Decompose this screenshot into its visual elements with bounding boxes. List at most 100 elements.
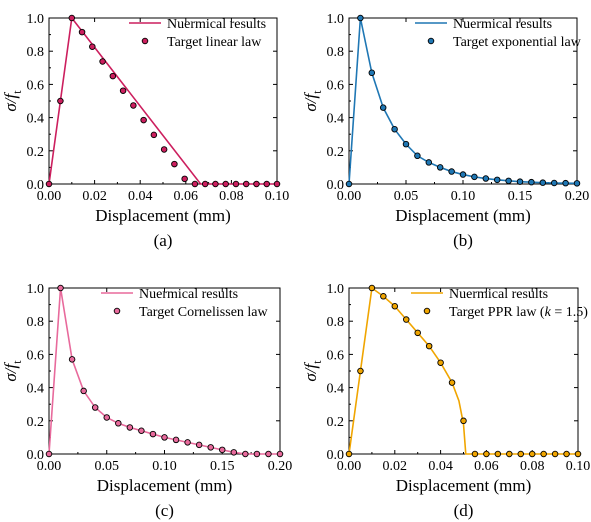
x-tick-label: 0.05 [394,189,419,204]
data-point [494,450,502,458]
data-point [368,284,376,292]
data-point [345,450,353,458]
chart-panel-0: 0.00 0.02 0.04 0.06 0.08 0.10 0.0 0.2 0.4 0.6 0.8 1… [1,12,289,250]
data-point [207,444,214,451]
data-point [181,175,188,183]
y-axis-label: σ/ft [301,360,324,382]
y-tick-label: 1.0 [27,12,45,27]
legend-label: Target linear law [167,35,262,50]
data-point [493,176,501,184]
data-point [149,430,157,438]
data-point [201,180,209,188]
x-tick-label: 0.10 [152,459,177,474]
x-tick-label: 0.00 [37,459,62,474]
x-tick-label: 0.06 [474,459,499,474]
y-tick-label: 0.0 [27,448,45,463]
data-point [391,303,399,310]
data-point [161,434,168,441]
panel-label: (b) [453,231,473,250]
x-axis-label: Displacement (mm) [395,206,531,225]
y-tick-label: 0.0 [27,178,45,193]
x-tick-label: 0.15 [508,189,533,204]
legend-label: Nuermical results [167,17,266,32]
data-point [222,180,229,188]
data-point [230,449,238,456]
data-point [138,427,145,435]
y-tick-label: 0.4 [27,382,45,397]
y-tick-label: 0.4 [27,112,45,127]
data-point [379,104,387,111]
y-tick-label: 0.0 [327,178,345,193]
legend-marker-swatch [113,307,121,315]
panel-label: (a) [154,231,173,250]
y-tick-label: 0.8 [27,45,45,60]
x-tick-label: 0.20 [565,189,590,204]
y-tick-label: 0.8 [27,315,45,330]
y-tick-label: 0.4 [327,112,345,127]
data-point [528,178,535,186]
data-point [172,436,180,444]
data-point [265,450,272,458]
y-axis-label: σ/ft [1,360,24,382]
x-tick-label: 0.00 [337,459,362,474]
data-point [273,180,281,188]
data-point [212,180,219,188]
y-tick-label: 0.6 [327,78,345,93]
y-tick-label: 1.0 [327,282,345,297]
data-point [45,450,53,458]
panel-label: (d) [454,501,474,520]
x-tick-label: 0.04 [128,189,153,204]
x-tick-label: 0.10 [566,459,591,474]
data-point [253,450,261,458]
data-point [391,125,398,133]
data-point [550,179,558,187]
data-point [345,180,353,188]
data-point [253,180,260,188]
panel-label: (c) [155,501,174,520]
data-point [573,180,581,187]
data-point [45,180,53,188]
x-tick-label: 0.00 [37,189,62,204]
data-point [357,367,364,375]
data-point [482,175,490,182]
x-axis-label: Displacement (mm) [396,476,532,495]
y-tick-label: 0.2 [27,415,45,430]
x-tick-label: 0.15 [210,459,235,474]
data-point [403,316,410,323]
data-point [574,450,582,458]
x-tick-label: 0.20 [268,459,293,474]
data-point [150,131,158,139]
chart-panel-2: 0.00 0.05 0.10 0.15 0.20 0.0 0.2 0.4 0.6 0.8 1.0 Di… [1,282,292,520]
data-point [91,404,99,411]
data-point [563,450,570,458]
y-axis-label: σ/ft [1,90,24,112]
x-tick-label: 0.10 [265,189,290,204]
data-point [191,180,199,188]
data-point [126,424,134,431]
data-point [448,168,455,175]
y-tick-label: 0.2 [27,145,45,160]
data-point [80,387,87,395]
data-point [276,450,284,458]
y-tick-label: 0.6 [27,78,45,93]
data-point [425,159,433,166]
data-point [437,359,444,366]
data-point [402,140,410,148]
data-point [263,180,270,188]
legend-label: Target PPR law (k = 1.5) [449,305,588,320]
data-point [89,43,96,50]
data-point [414,329,421,337]
data-point [68,356,76,363]
data-point [357,14,364,22]
data-point [119,87,127,94]
data-point [99,58,106,65]
data-point [218,446,226,454]
y-tick-label: 0.8 [327,45,345,60]
data-point [368,69,376,77]
x-tick-label: 0.02 [82,189,107,204]
legend-label: Target Cornelissen law [139,305,269,320]
legend-label: Nuermical results [139,287,238,302]
data-point [195,441,203,449]
data-point [516,178,524,185]
data-point [242,180,250,188]
